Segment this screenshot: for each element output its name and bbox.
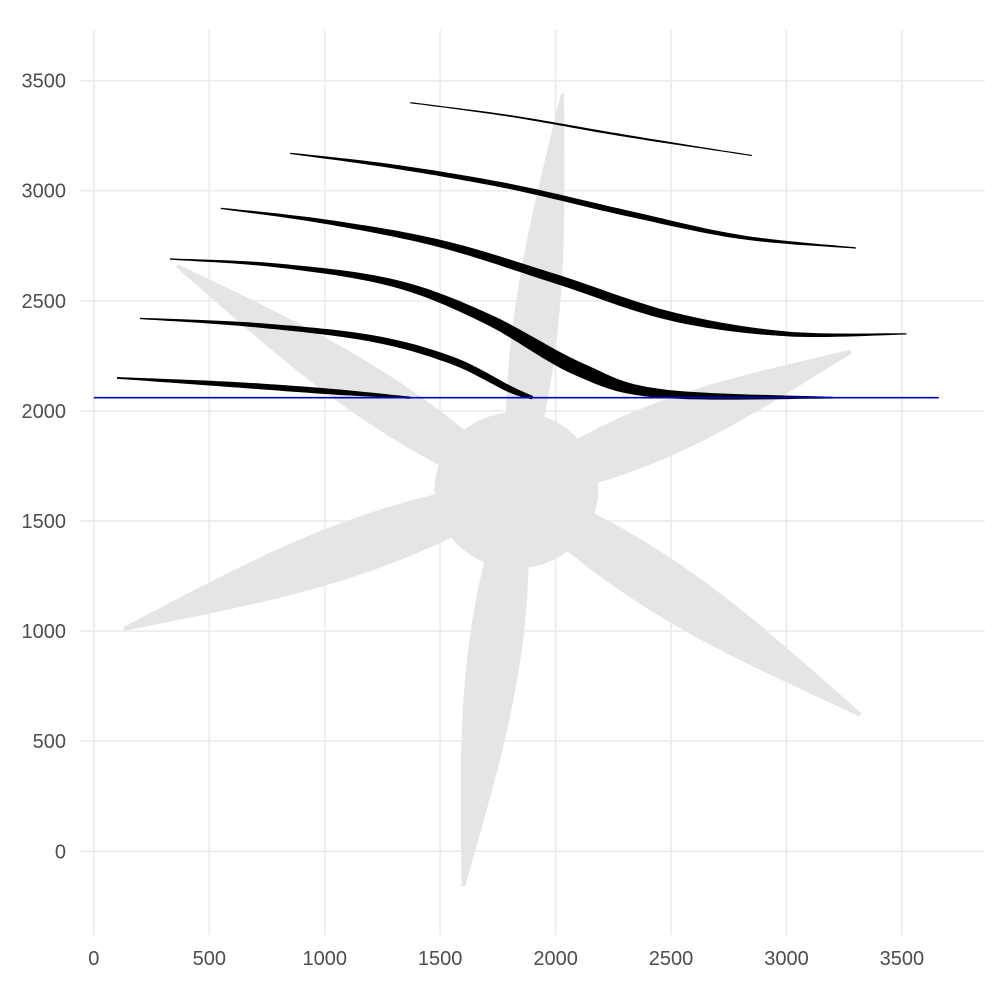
- propeller-blade: [123, 479, 521, 631]
- y-tick-label: 3500: [22, 71, 67, 93]
- x-tick-label: 2000: [533, 948, 578, 970]
- streak-6: [410, 102, 752, 157]
- y-tick-label: 2500: [22, 291, 67, 313]
- streak-2: [140, 317, 534, 400]
- x-tick-label: 3500: [880, 948, 925, 970]
- x-axis-ticks: 0 500 1000 1500 2000 2500 3000 3500: [88, 948, 924, 970]
- propeller-blade: [511, 349, 852, 502]
- y-tick-label: 500: [33, 731, 66, 753]
- x-tick-label: 0: [88, 948, 99, 970]
- propeller-shape: [123, 93, 862, 887]
- x-tick-label: 1500: [418, 948, 463, 970]
- y-tick-label: 0: [55, 841, 66, 863]
- y-tick-label: 1000: [22, 621, 67, 643]
- streak-series: [116, 102, 907, 400]
- propeller-hub: [434, 412, 599, 569]
- y-tick-label: 3000: [22, 181, 67, 203]
- x-tick-label: 3000: [764, 948, 809, 970]
- streak-3: [170, 258, 833, 400]
- y-tick-label: 2000: [22, 401, 67, 423]
- propeller-blade: [509, 480, 862, 717]
- propeller-blade: [176, 264, 523, 500]
- propeller-blade: [460, 488, 529, 887]
- x-tick-label: 1000: [302, 948, 347, 970]
- y-tick-label: 1500: [22, 511, 67, 533]
- streak-5: [290, 152, 856, 249]
- x-tick-label: 500: [193, 948, 226, 970]
- y-axis-ticks: 0 500 1000 1500 2000 2500 3000 3500: [22, 71, 67, 864]
- streak-1: [116, 377, 411, 399]
- x-tick-label: 2500: [649, 948, 694, 970]
